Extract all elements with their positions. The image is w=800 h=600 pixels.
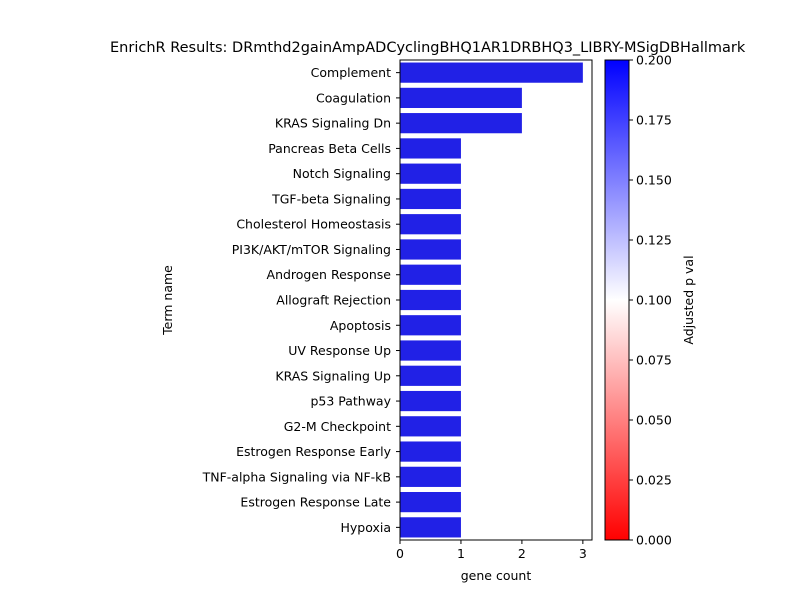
y-tick-label-4: Notch Signaling [293,166,391,181]
bar-3 [400,138,461,159]
x-tick-label-3: 3 [579,546,587,561]
bar-7 [400,239,461,260]
colorbar-tick-label-7: 0.175 [636,113,672,128]
bar-17 [400,492,461,513]
y-tick-label-18: Hypoxia [340,520,391,535]
y-tick-label-0: Complement [311,65,391,80]
colorbar-tick-label-2: 0.050 [636,413,672,428]
y-tick-labels: Complement Coagulation KRAS Signaling Dn Pa… [202,65,400,535]
y-tick-label-5: TGF-beta Signaling [271,191,391,206]
y-tick-label-15: Estrogen Response Early [236,444,392,459]
bar-11 [400,340,461,361]
colorbar-tick-label-4: 0.100 [636,293,672,308]
y-tick-label-2: KRAS Signaling Dn [275,116,391,131]
bar-2 [400,113,522,134]
bar-6 [400,214,461,235]
bar-0 [400,62,583,83]
colorbar-label: Adjusted p val [681,255,696,344]
colorbar-tick-label-6: 0.150 [636,173,672,188]
y-tick-label-7: PI3K/AKT/mTOR Signaling [232,242,391,257]
bar-4 [400,163,461,184]
bar-1 [400,87,522,108]
x-axis-ticks: 0 1 2 3 [396,540,587,561]
x-tick-label-1: 1 [457,546,465,561]
plot-frame [399,59,593,541]
bars-group [400,62,583,538]
y-tick-label-1: Coagulation [316,90,391,105]
y-axis-label: Term name [160,265,175,336]
y-tick-label-3: Pancreas Beta Cells [268,141,391,156]
bar-12 [400,365,461,386]
bar-10 [400,315,461,336]
y-tick-label-17: Estrogen Response Late [240,495,391,510]
x-tick-label-2: 2 [518,546,526,561]
bar-8 [400,264,461,285]
colorbar-ticks: 0.000 0.025 0.050 0.075 0.100 0.125 0.150 0.175… [629,53,672,548]
bar-9 [400,289,461,311]
colorbar-tick-label-0: 0.000 [636,533,672,548]
colorbar-tick-label-1: 0.025 [636,473,672,488]
y-tick-label-8: Androgen Response [267,267,392,282]
bar-13 [400,390,461,412]
y-tick-label-10: Apoptosis [330,318,391,333]
y-tick-label-13: p53 Pathway [310,394,391,409]
colorbar-tick-label-5: 0.125 [636,233,672,248]
colorbar-tick-label-3: 0.075 [636,353,672,368]
chart-title: EnrichR Results: DRmthd2gainAmpADCycling… [110,40,746,56]
bar-5 [400,188,461,210]
colorbar [604,59,630,541]
x-tick-label-0: 0 [396,546,404,561]
bar-18 [400,517,461,538]
colorbar-tick-label-8: 0.200 [636,53,672,68]
y-tick-label-14: G2-M Checkpoint [284,419,391,434]
y-tick-label-16: TNF-alpha Signaling via NF-kB [202,469,391,484]
x-axis-label: gene count [461,568,532,583]
bar-16 [400,466,461,487]
y-tick-label-6: Cholesterol Homeostasis [236,217,391,232]
y-tick-label-11: UV Response Up [288,343,391,358]
y-tick-label-9: Allograft Rejection [276,293,391,308]
bar-14 [400,416,461,437]
y-tick-label-12: KRAS Signaling Up [275,368,391,383]
bar-15 [400,441,461,462]
